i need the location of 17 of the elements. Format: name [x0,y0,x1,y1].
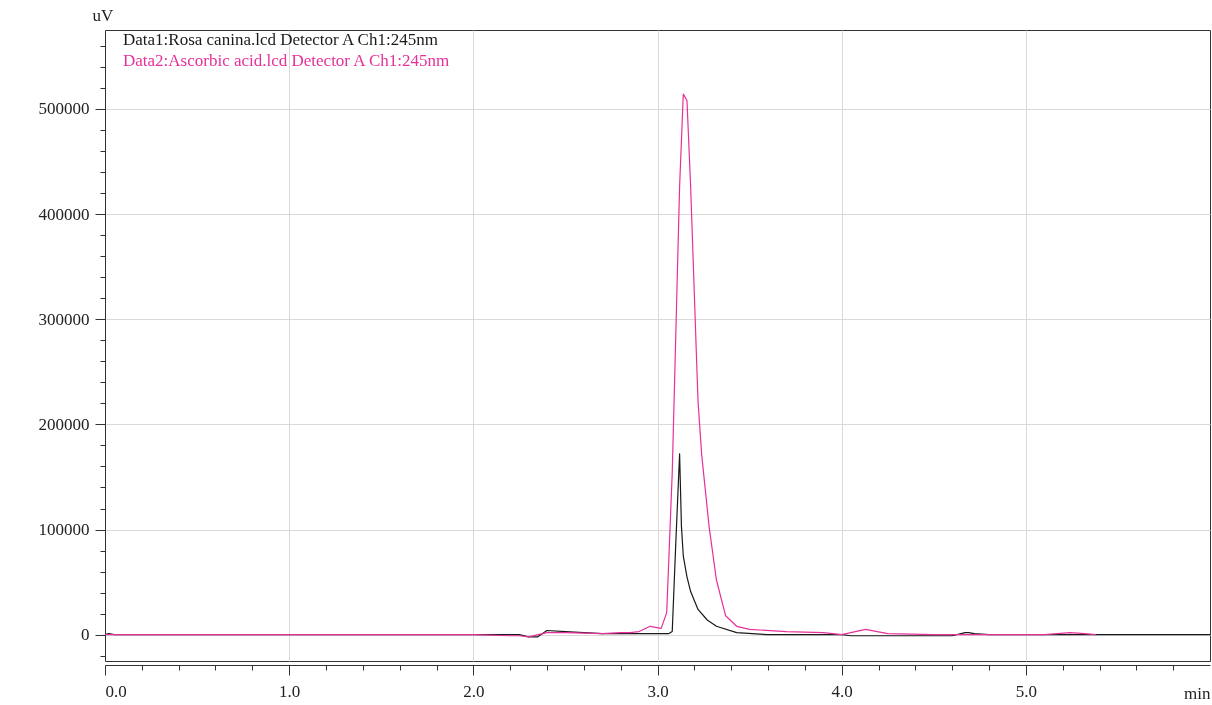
y-tick-label: 500000 [38,99,90,119]
text: Data1:Rosa canina.lcd Detector A Ch1:245nm [123,29,438,49]
y-tick-label: 200000 [38,414,90,434]
line-series [105,93,1097,638]
y-tick-label: 300000 [38,309,90,329]
x-tick-label: 5.0 [1015,681,1037,701]
x-tick-label: 2.0 [463,681,485,701]
y-tick-label: 100000 [38,520,90,540]
text: Data2:Ascorbic acid.lcd Detector A Ch1:245nm [123,50,450,70]
x-tick-label: 0.0 [105,681,127,701]
y-tick-label: 0 [81,625,90,645]
x-axis-title: min [1184,683,1211,703]
x-tick-label: 1.0 [279,681,301,701]
x-tick-label: 4.0 [831,681,853,701]
y-axis-title: uV [92,5,114,25]
y-tick-label: 400000 [38,204,90,224]
x-tick-label: 3.0 [647,681,669,701]
